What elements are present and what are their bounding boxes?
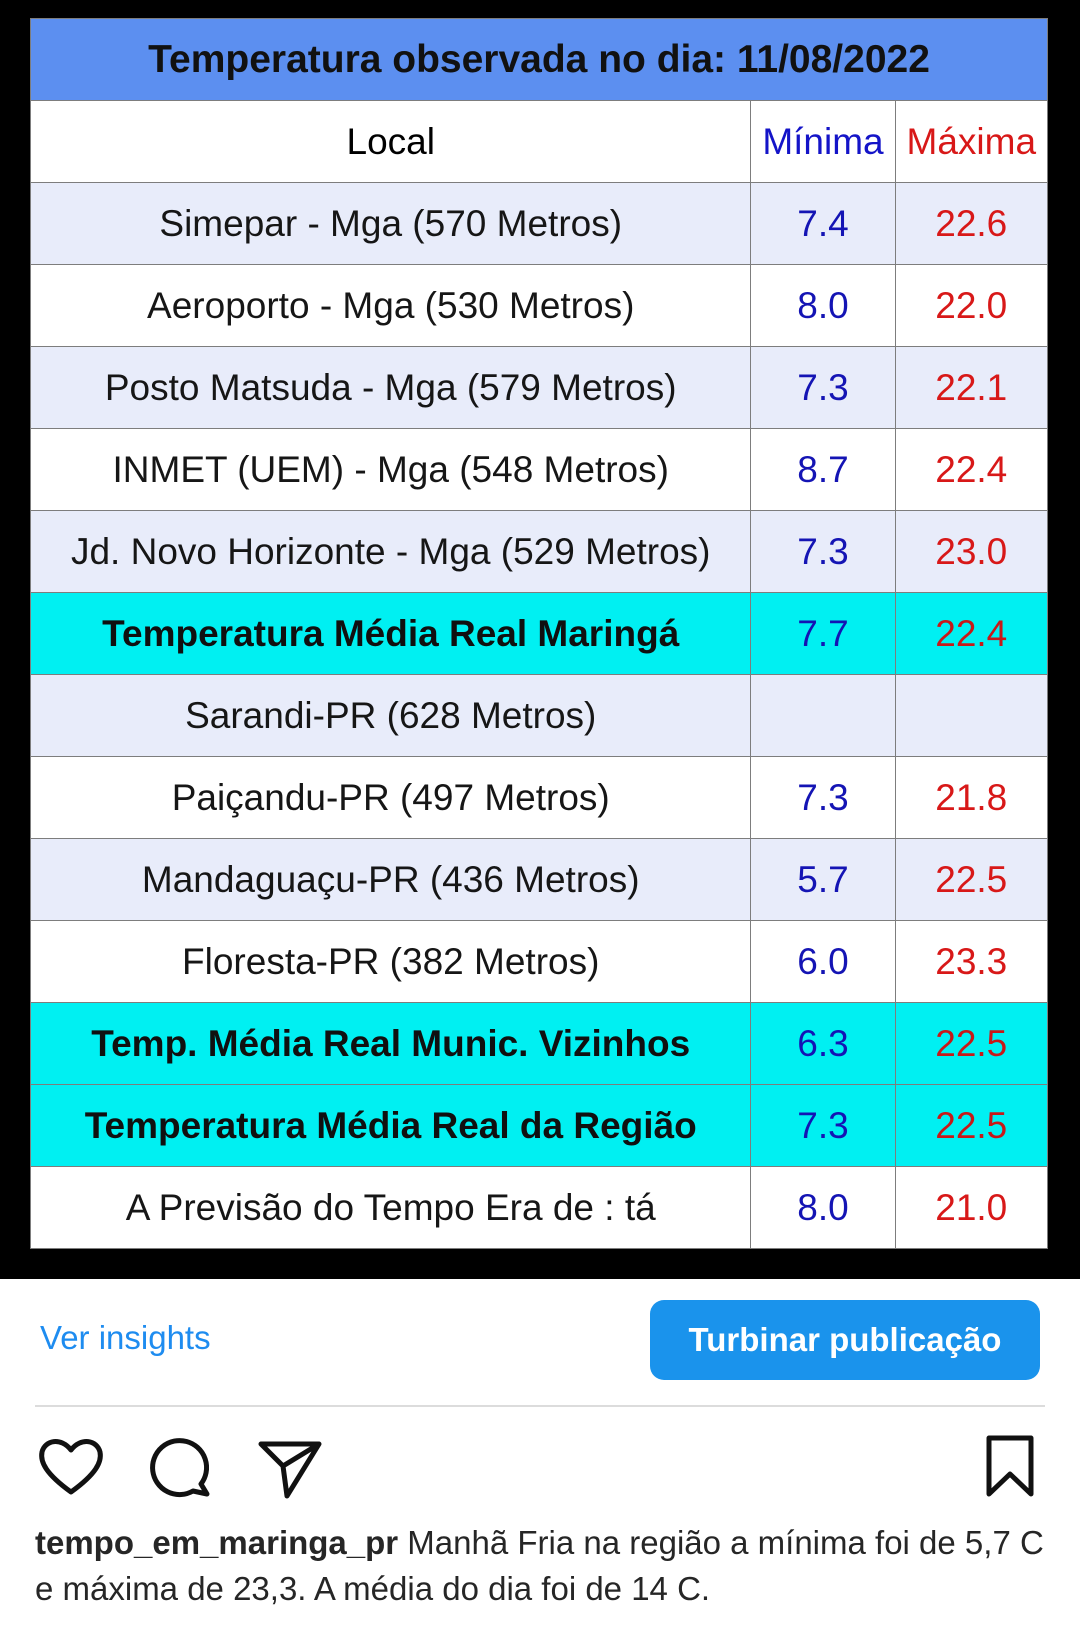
- max-temp-cell: 23.3: [894, 920, 1049, 1003]
- comment-icon[interactable]: [145, 1432, 215, 1502]
- table-header-row: Local Mínima Máxima: [29, 100, 1049, 183]
- table-row: INMET (UEM) - Mga (548 Metros) 8.7 22.4: [29, 428, 1049, 511]
- post-actions-bar: Ver insights Turbinar publicação: [0, 1279, 1080, 1405]
- table-row: Floresta-PR (382 Metros) 6.0 23.3: [29, 920, 1049, 1003]
- min-temp-cell: 7.7: [750, 592, 896, 675]
- location-cell: Sarandi-PR (628 Metros): [29, 674, 752, 757]
- max-temp-cell: [894, 674, 1049, 757]
- table-row: Paiçandu-PR (497 Metros) 7.3 21.8: [29, 756, 1049, 839]
- location-cell: Temperatura Média Real da Região: [29, 1084, 752, 1167]
- min-temp-cell: 7.3: [750, 1084, 896, 1167]
- table-row: Temperatura Média Real da Região 7.3 22.5: [29, 1084, 1049, 1167]
- max-temp-cell: 22.6: [894, 182, 1049, 265]
- caption-username[interactable]: tempo_em_maringa_pr: [35, 1524, 399, 1561]
- min-temp-cell: 7.3: [750, 756, 896, 839]
- table-row: Jd. Novo Horizonte - Mga (529 Metros) 7.3…: [29, 510, 1049, 593]
- table-row: Temperatura Média Real Maringá 7.7 22.4: [29, 592, 1049, 675]
- divider: [35, 1405, 1045, 1407]
- max-temp-cell: 21.8: [894, 756, 1049, 839]
- min-temp-cell: 7.3: [750, 510, 896, 593]
- min-temp-cell: 7.4: [750, 182, 896, 265]
- table-title: Temperatura observada no dia: 11/08/2022: [30, 18, 1048, 101]
- table-row: Posto Matsuda - Mga (579 Metros) 7.3 22.1: [29, 346, 1049, 429]
- table-row: Temp. Média Real Munic. Vizinhos 6.3 22.5: [29, 1002, 1049, 1085]
- min-temp-cell: 6.3: [750, 1002, 896, 1085]
- max-temp-cell: 23.0: [894, 510, 1049, 593]
- max-temp-cell: 22.4: [894, 592, 1049, 675]
- location-cell: Jd. Novo Horizonte - Mga (529 Metros): [29, 510, 752, 593]
- header-max: Máxima: [894, 100, 1049, 183]
- location-cell: Mandaguaçu-PR (436 Metros): [29, 838, 752, 921]
- header-local: Local: [29, 100, 752, 183]
- location-cell: Temperatura Média Real Maringá: [29, 592, 752, 675]
- min-temp-cell: 8.7: [750, 428, 896, 511]
- location-cell: Temp. Média Real Munic. Vizinhos: [29, 1002, 752, 1085]
- location-cell: Posto Matsuda - Mga (579 Metros): [29, 346, 752, 429]
- max-temp-cell: 22.4: [894, 428, 1049, 511]
- table-row: Mandaguaçu-PR (436 Metros) 5.7 22.5: [29, 838, 1049, 921]
- max-temp-cell: 22.0: [894, 264, 1049, 347]
- max-temp-cell: 22.5: [894, 1084, 1049, 1167]
- table-row: A Previsão do Tempo Era de : tá 8.0 21.0: [29, 1166, 1049, 1249]
- location-cell: Aeroporto - Mga (530 Metros): [29, 264, 752, 347]
- caption-text: Manhã Fria na região a mínima foi de 5,7…: [35, 1524, 1044, 1607]
- table-row: Simepar - Mga (570 Metros) 7.4 22.6: [29, 182, 1049, 265]
- location-cell: A Previsão do Tempo Era de : tá: [29, 1166, 752, 1249]
- min-temp-cell: 7.3: [750, 346, 896, 429]
- max-temp-cell: 21.0: [894, 1166, 1049, 1249]
- max-temp-cell: 22.5: [894, 838, 1049, 921]
- bookmark-icon[interactable]: [975, 1432, 1045, 1502]
- table-row: Sarandi-PR (628 Metros): [29, 674, 1049, 757]
- min-temp-cell: 8.0: [750, 1166, 896, 1249]
- temperature-table: Temperatura observada no dia: 11/08/2022…: [29, 18, 1049, 1249]
- min-temp-cell: [750, 674, 896, 757]
- location-cell: Paiçandu-PR (497 Metros): [29, 756, 752, 839]
- heart-icon[interactable]: [36, 1432, 106, 1502]
- send-icon[interactable]: [255, 1432, 325, 1502]
- view-insights-link[interactable]: Ver insights: [40, 1319, 211, 1356]
- boost-post-button[interactable]: Turbinar publicação: [650, 1300, 1040, 1380]
- header-min: Mínima: [750, 100, 896, 183]
- location-cell: Floresta-PR (382 Metros): [29, 920, 752, 1003]
- post-caption: tempo_em_maringa_pr Manhã Fria na região…: [35, 1520, 1050, 1612]
- location-cell: INMET (UEM) - Mga (548 Metros): [29, 428, 752, 511]
- max-temp-cell: 22.1: [894, 346, 1049, 429]
- min-temp-cell: 8.0: [750, 264, 896, 347]
- post-image: Temperatura observada no dia: 11/08/2022…: [0, 0, 1080, 1279]
- location-cell: Simepar - Mga (570 Metros): [29, 182, 752, 265]
- table-row: Aeroporto - Mga (530 Metros) 8.0 22.0: [29, 264, 1049, 347]
- max-temp-cell: 22.5: [894, 1002, 1049, 1085]
- min-temp-cell: 6.0: [750, 920, 896, 1003]
- min-temp-cell: 5.7: [750, 838, 896, 921]
